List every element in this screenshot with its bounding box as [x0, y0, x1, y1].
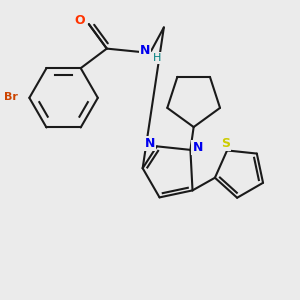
Text: Br: Br [4, 92, 18, 102]
Text: N: N [140, 44, 151, 57]
Text: N: N [192, 141, 203, 154]
Text: N: N [145, 136, 155, 150]
Text: S: S [221, 137, 230, 150]
Text: H: H [153, 53, 161, 63]
Text: O: O [74, 14, 85, 27]
